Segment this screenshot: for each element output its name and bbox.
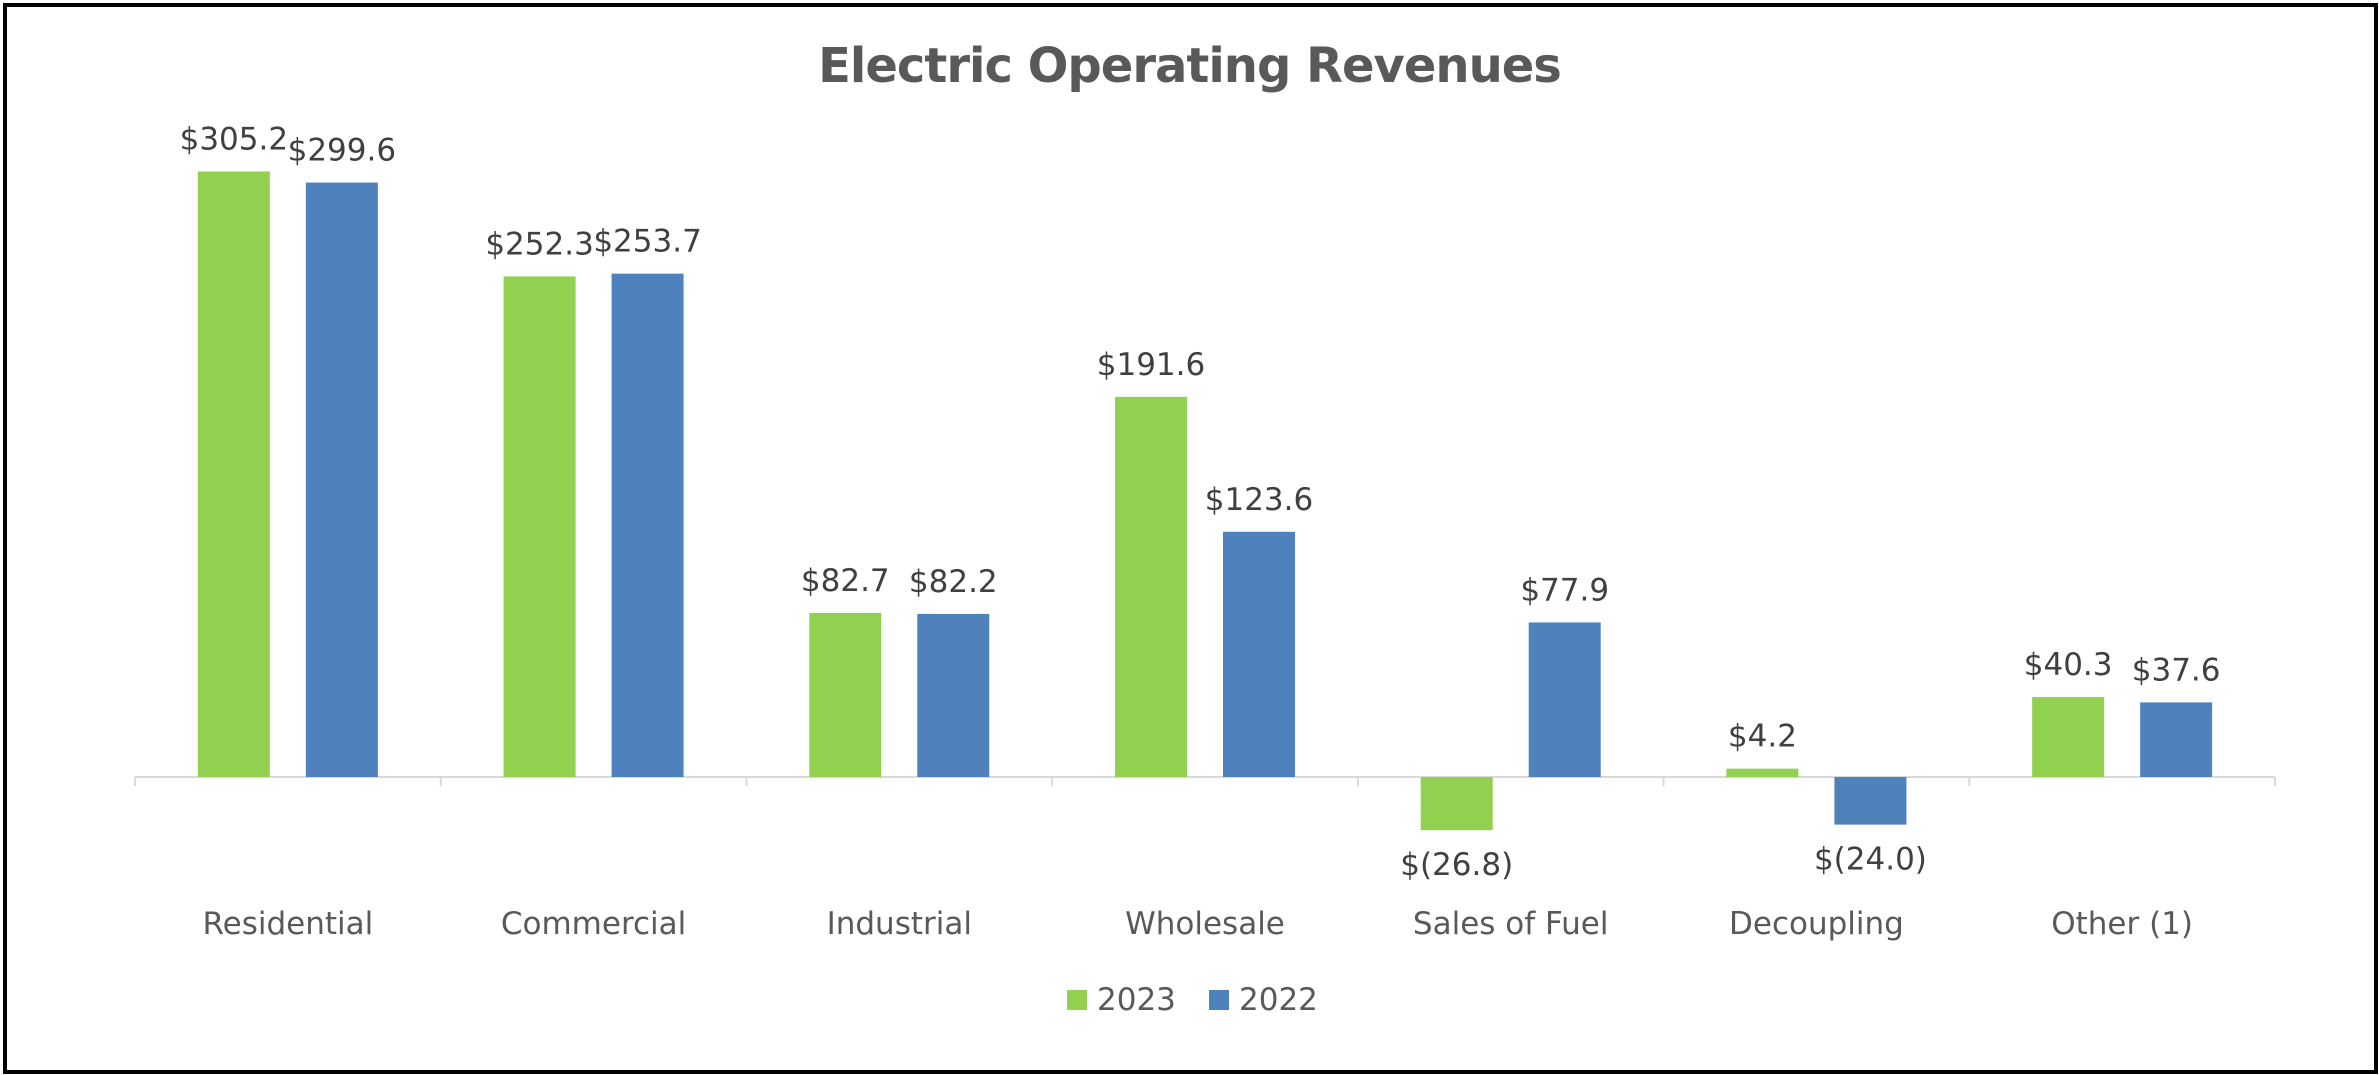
- category-label: Commercial: [501, 906, 686, 942]
- data-label: $123.6: [1205, 482, 1313, 518]
- bar-2022-industrial: [917, 613, 990, 777]
- legend-label-2023: 2023: [1097, 982, 1176, 1018]
- bar-2023-wholesale: [1115, 396, 1187, 777]
- bar-2022-residential: [305, 182, 378, 777]
- category-label: Wholesale: [1125, 906, 1285, 942]
- legend-swatch-2023: [1067, 990, 1087, 1010]
- bar-2022-other-1: [2140, 702, 2213, 777]
- category-label: Sales of Fuel: [1413, 906, 1609, 942]
- data-label: $37.6: [2132, 652, 2221, 688]
- data-label: $4.2: [1728, 719, 1797, 755]
- data-label: $299.6: [288, 133, 396, 169]
- category-label: Decoupling: [1729, 906, 1904, 942]
- legend-label-2022: 2022: [1239, 982, 1318, 1018]
- data-label: $77.9: [1520, 572, 1609, 608]
- chart-title: Electric Operating Revenues: [818, 38, 1562, 94]
- bar-2023-other-1: [2032, 697, 2105, 777]
- bar-2023-decoupling: [1726, 768, 1799, 777]
- bar-2023-commercial: [503, 276, 576, 777]
- data-label: $82.7: [801, 563, 890, 599]
- data-label: $253.7: [593, 224, 701, 260]
- data-label: $40.3: [2024, 647, 2113, 683]
- category-label: Industrial: [827, 906, 972, 942]
- bar-2023-residential: [197, 171, 270, 777]
- category-label: Residential: [202, 906, 373, 942]
- bar-2022-sales-of-fuel: [1528, 622, 1601, 777]
- bar-2023-industrial: [809, 612, 882, 777]
- data-label: $252.3: [485, 226, 593, 262]
- bar-2022-decoupling: [1834, 777, 1907, 825]
- category-label: Other (1): [2051, 906, 2193, 942]
- data-label: $82.2: [909, 564, 998, 600]
- data-label: $(26.8): [1400, 847, 1513, 883]
- bar-2023-sales-of-fuel: [1420, 777, 1493, 831]
- bar-2022-wholesale: [1223, 531, 1295, 777]
- data-label: $305.2: [180, 121, 288, 157]
- data-label: $191.6: [1097, 347, 1205, 383]
- bar-2022-commercial: [611, 273, 684, 777]
- legend-swatch-2022: [1209, 990, 1229, 1010]
- data-label: $(24.0): [1814, 842, 1927, 878]
- chart-frame: [3, 3, 2378, 1074]
